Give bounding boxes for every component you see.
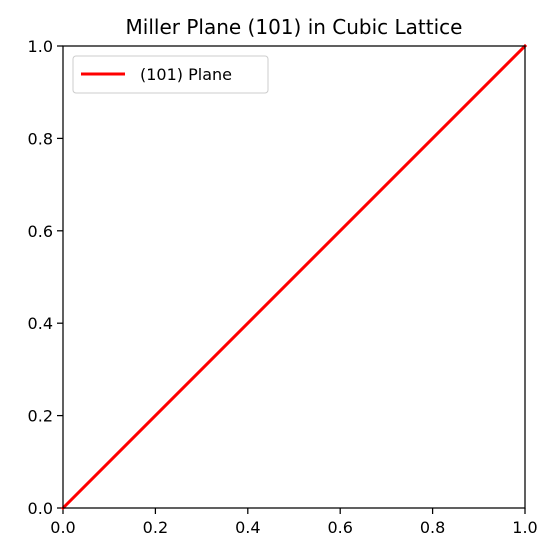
series-line: [60, 43, 528, 511]
legend-box: [72, 55, 269, 94]
plot-frame: [62, 45, 526, 509]
x-tick-label: 0.0: [50, 518, 75, 537]
y-tick-label: 0.4: [28, 314, 53, 333]
legend: (101) Plane: [72, 55, 269, 94]
x-tick-label: 0.4: [235, 518, 260, 537]
x-tick-label: 0.8: [420, 518, 445, 537]
y-tick-label: 0.0: [28, 499, 53, 518]
series-layer: [60, 43, 528, 511]
x-tick-label: 0.2: [143, 518, 168, 537]
y-tick-label: 0.2: [28, 407, 53, 426]
legend-label: (101) Plane: [140, 65, 232, 84]
y-tick-label: 0.6: [28, 222, 53, 241]
x-tick-label: 0.6: [327, 518, 352, 537]
x-axis-ticks: 0.0 0.2 0.4 0.6 0.8 1.0: [50, 508, 538, 537]
chart-title: Miller Plane (101) in Cubic Lattice: [126, 15, 463, 39]
y-tick-label: 0.8: [28, 129, 53, 148]
x-tick-label: 1.0: [512, 518, 537, 537]
y-tick-label: 1.0: [28, 37, 53, 56]
